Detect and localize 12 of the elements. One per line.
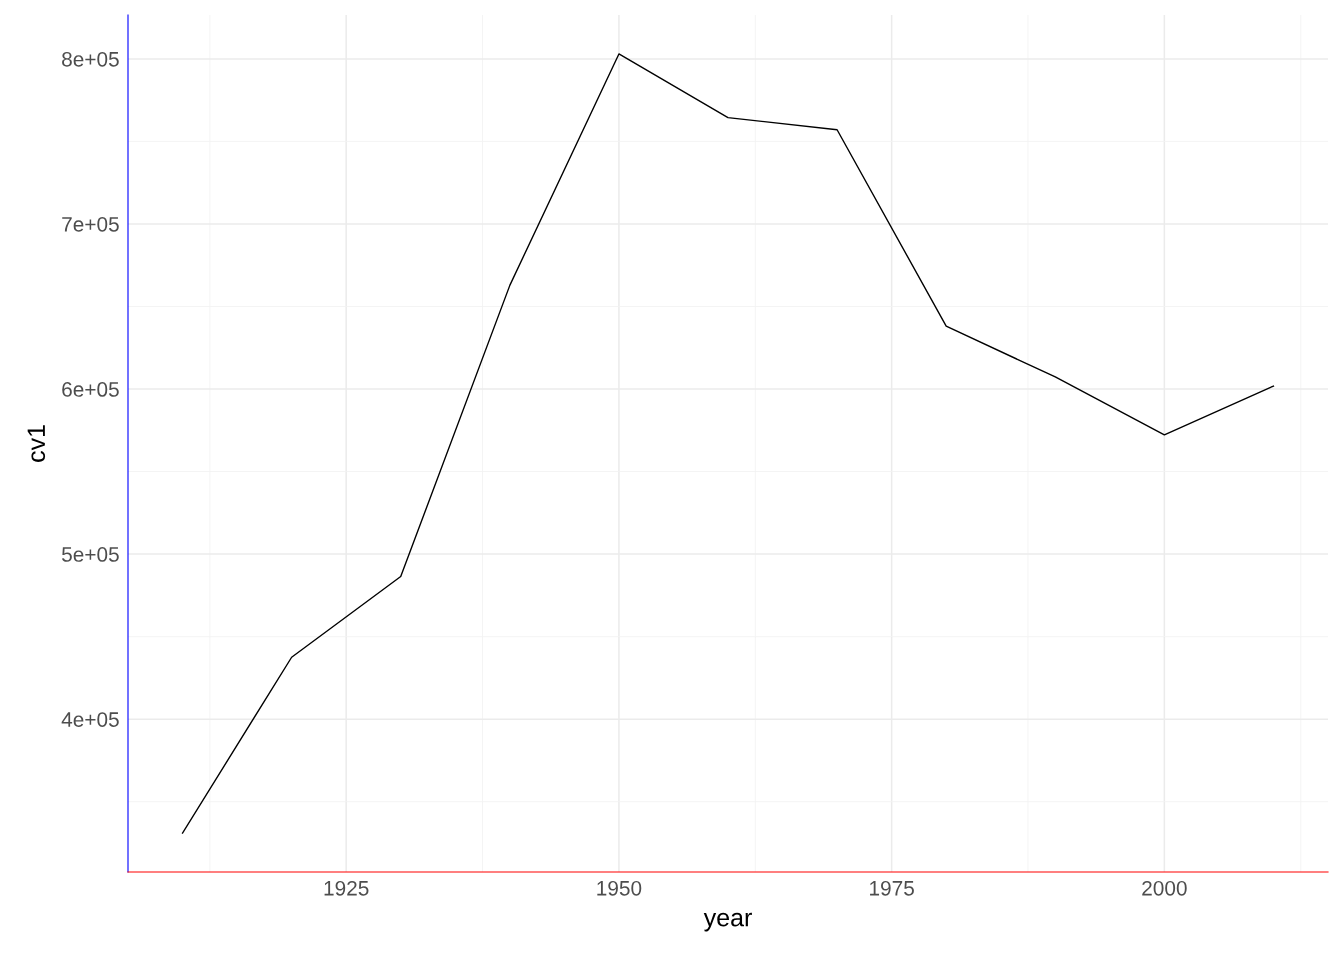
- x-tick-label: 1975: [870, 880, 914, 896]
- y-tick-label: 4e+05: [61, 712, 119, 727]
- y-tick-label: 8e+05: [62, 51, 119, 67]
- x-tick-label: 1925: [324, 880, 369, 896]
- x-tick-label: 2000: [1142, 880, 1187, 896]
- y-tick-label: 6e+05: [62, 382, 119, 397]
- line-series: [181, 53, 1275, 834]
- y-tick-label: 7e+05: [62, 216, 119, 232]
- x-tick-label: 1950: [597, 880, 642, 896]
- y-tick-label: 5e+05: [61, 547, 119, 562]
- y-axis-title: cv1: [27, 425, 46, 462]
- x-axis-title: year: [703, 912, 752, 932]
